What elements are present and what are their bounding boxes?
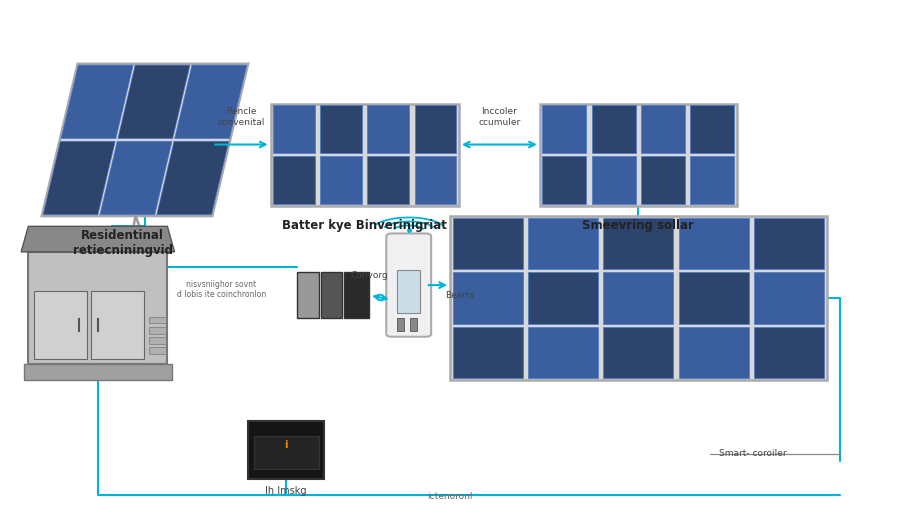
Text: Batter kye Binverinigriat: Batter kye Binverinigriat	[283, 218, 447, 232]
Bar	[320, 272, 342, 318]
Bar	[149, 347, 166, 354]
Bar	[540, 104, 737, 206]
Bar	[28, 252, 167, 364]
Polygon shape	[21, 226, 175, 252]
Bar	[603, 327, 673, 378]
Bar	[367, 156, 410, 205]
FancyBboxPatch shape	[386, 233, 431, 337]
Bar	[320, 105, 362, 153]
Bar	[528, 327, 598, 378]
Bar	[274, 156, 315, 205]
Bar	[592, 156, 635, 205]
Bar	[415, 156, 456, 205]
Bar	[397, 270, 420, 313]
Bar	[248, 420, 324, 480]
Bar	[298, 272, 319, 318]
Polygon shape	[100, 141, 172, 215]
Text: i: i	[284, 440, 288, 450]
Bar	[397, 318, 404, 331]
Text: Bearts: Bearts	[446, 291, 475, 301]
Bar	[149, 337, 166, 344]
Text: nisvsniighor sovnt
d lobis ite coinchronlon: nisvsniighor sovnt d lobis ite coinchron…	[176, 280, 266, 299]
Text: Smeevring sollar: Smeevring sollar	[582, 218, 695, 232]
Bar	[528, 217, 598, 269]
Bar	[603, 217, 673, 269]
Bar	[149, 317, 166, 323]
Bar	[754, 272, 824, 324]
Bar	[91, 290, 144, 359]
Bar	[641, 105, 685, 153]
Bar	[754, 327, 824, 378]
Polygon shape	[61, 65, 133, 139]
Bar	[754, 217, 824, 269]
Bar	[271, 104, 459, 206]
Bar	[254, 436, 319, 469]
Bar	[367, 105, 410, 153]
Bar	[641, 156, 685, 205]
Text: Residentinal
retiecniningvid: Residentinal retiecniningvid	[73, 229, 173, 257]
Text: Smart- coroiler: Smart- coroiler	[719, 449, 787, 458]
Polygon shape	[118, 65, 190, 139]
Text: Inccoler
ccumuler: Inccoler ccumuler	[478, 107, 520, 126]
Bar	[453, 272, 523, 324]
Bar	[543, 105, 587, 153]
Bar	[543, 156, 587, 205]
Bar	[690, 105, 734, 153]
Bar	[453, 327, 523, 378]
Bar	[690, 156, 734, 205]
Bar	[679, 272, 749, 324]
Bar	[679, 217, 749, 269]
Bar	[603, 272, 673, 324]
Polygon shape	[157, 141, 229, 215]
Bar	[415, 105, 456, 153]
Bar	[453, 217, 523, 269]
Bar	[344, 272, 369, 318]
Text: Ih Imskg: Ih Imskg	[266, 486, 307, 495]
Text: Rencle
convenital: Rencle convenital	[217, 107, 265, 126]
Bar	[149, 327, 166, 334]
Bar	[33, 290, 86, 359]
Text: ictenoronl: ictenoronl	[428, 492, 473, 501]
Polygon shape	[43, 141, 115, 215]
Polygon shape	[41, 64, 248, 216]
Bar	[23, 364, 172, 380]
Bar	[320, 156, 362, 205]
Polygon shape	[175, 65, 247, 139]
Bar	[410, 318, 417, 331]
Bar	[450, 216, 827, 380]
Bar	[528, 272, 598, 324]
Bar	[274, 105, 315, 153]
Bar	[592, 105, 635, 153]
Bar	[679, 327, 749, 378]
Text: Convorg: Convorg	[350, 271, 388, 280]
